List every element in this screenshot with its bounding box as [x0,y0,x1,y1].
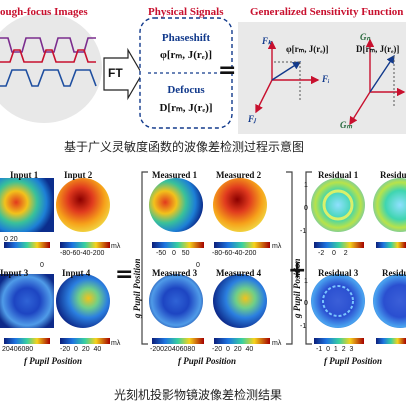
label-residual-2: Residual [380,170,406,180]
ticks-input-4: -20 0 20 40 [60,346,102,353]
map-residual-2 [373,178,406,232]
cbar-measured-3 [152,338,204,344]
tick-0-input: 0 [40,262,44,269]
cbar-input-1 [4,242,50,248]
residual-1-ring [322,189,354,221]
bracket-residual [305,171,312,345]
label-input-4: Input 4 [62,268,91,278]
map-residual-4 [373,274,406,328]
panel-title-gsf: Generalized Sensitivity Function [250,6,404,18]
axis-title-pupil-x-measured: f Pupil Position [178,356,237,366]
ticks-input-1: 0 20 [4,236,18,243]
cbar-residual-2 [376,242,406,248]
unit-row1-a: mλ [111,243,121,250]
map-measured-3 [149,274,203,328]
map-measured-2 [213,178,267,232]
ticks-input-2: -80-60-40-200 [60,250,105,257]
cbar-measured-4 [214,338,270,344]
unit-row2-a: mλ [111,340,121,347]
sensitivity-panel [238,22,406,134]
ticks-residual-g2-1: 1 [304,278,308,285]
unit-row1-b: mλ [272,243,282,250]
tick-0-measured: 0 [196,262,200,269]
label-measured-3: Measured 3 [152,268,198,278]
axis-title-pupil-y-measured: g Pupil Position [132,258,142,318]
map-residual-3 [311,274,365,328]
label-measured-2: Measured 2 [216,170,262,180]
defocus-label: Defocus [167,84,205,96]
ticks-residual-g-neg1: -1 [300,228,307,235]
axis-gm: Gₘ [340,120,353,130]
ticks-measured-3: -20020406080 [150,346,196,353]
bottom-caption: 光刻机投影物镜波像差检测结果 [114,388,283,402]
axis-title-pupil-x-residual: f Pupil Position [324,356,383,366]
unit-row2-b: mλ [272,340,282,347]
ticks-residual-g-1: 1 [304,182,308,189]
ticks-residual-1: -2 0 2 [318,250,348,257]
phaseshift-expr: φ[rₘ, J(rₑ)] [160,49,212,61]
axis-gn: Gₙ [360,32,371,42]
residual-3-ring [322,285,354,317]
gsf-axes-right [349,38,406,126]
panel-title-rough-focus: ough-focus Images [0,6,88,18]
rough-focus-panel [0,13,102,123]
ft-label: FT [108,66,123,80]
rough-focus-waveforms [0,37,97,87]
ticks-residual-g2-0: 0 [304,300,308,307]
map-input-2 [56,178,110,232]
bottom-maps [0,171,406,345]
cbar-input-4 [60,338,110,344]
axis-fi: Fᵢ [322,74,330,84]
cbar-measured-1 [152,242,204,248]
label-input-1: Input 1 [10,170,39,180]
map-input-4 [56,274,110,328]
ticks-input-3: 20406080 [2,346,34,353]
ticks-measured-2: -80-60-40-200 [212,250,257,257]
label-input-2: Input 2 [64,170,93,180]
gsf-axes-left [255,40,320,114]
ticks-residual-3: -1 0 1 2 3 [316,346,354,353]
axis-title-pupil-y-residual: g Pupil Position [292,258,302,318]
cbar-residual-3 [314,338,364,344]
map-measured-4 [213,274,267,328]
label-measured-4: Measured 4 [216,268,262,278]
map-residual-1 [311,178,365,232]
gsf-expr-phase: φ[rₘ, J(rₑ)] [286,44,329,54]
top-diagram [0,13,406,134]
ticks-residual-g-0: 0 [304,205,308,212]
label-measured-1: Measured 1 [152,170,198,180]
cbar-input-2 [60,242,110,248]
equals-sign-bottom: = [115,262,134,287]
label-residual-1: Residual 1 [318,170,359,180]
map-input-3 [0,274,54,328]
equals-sign-top: = [218,58,237,83]
axis-title-pupil-x-input: f Pupil Position [24,356,83,366]
ticks-residual-g2-neg1: -1 [300,323,307,330]
ticks-measured-4: -20 0 20 40 [212,346,254,353]
label-residual-4: Residu [382,268,406,278]
map-measured-1 [149,178,203,232]
ft-arrow [103,47,143,101]
axis-fk: Fₖ [262,36,272,46]
plus-sign-bottom: + [288,258,307,283]
cbar-residual-1 [314,242,364,248]
cbar-residual-4 [376,338,406,344]
top-caption: 基于广义灵敏度函数的波像差检测过程示意图 [64,140,305,154]
gsf-expr-defocus: D[rₘ, J(rₑ)] [356,44,400,54]
bracket-measured-right [286,171,293,345]
cbar-input-3 [4,338,50,344]
label-input-3: Input 3 [0,268,29,278]
panel-title-physical-signals: Physical Signals [148,6,224,18]
defocus-expr: D[rₘ, J(rₑ)] [159,102,213,114]
phaseshift-label: Phaseshift [161,32,211,44]
label-residual-3: Residual 3 [318,268,359,278]
cbar-measured-2 [214,242,270,248]
ticks-measured-1: -50 0 50 [156,250,190,257]
bracket-measured [141,171,148,345]
map-input-1 [0,178,54,232]
axis-fj: Fⱼ [248,114,256,124]
